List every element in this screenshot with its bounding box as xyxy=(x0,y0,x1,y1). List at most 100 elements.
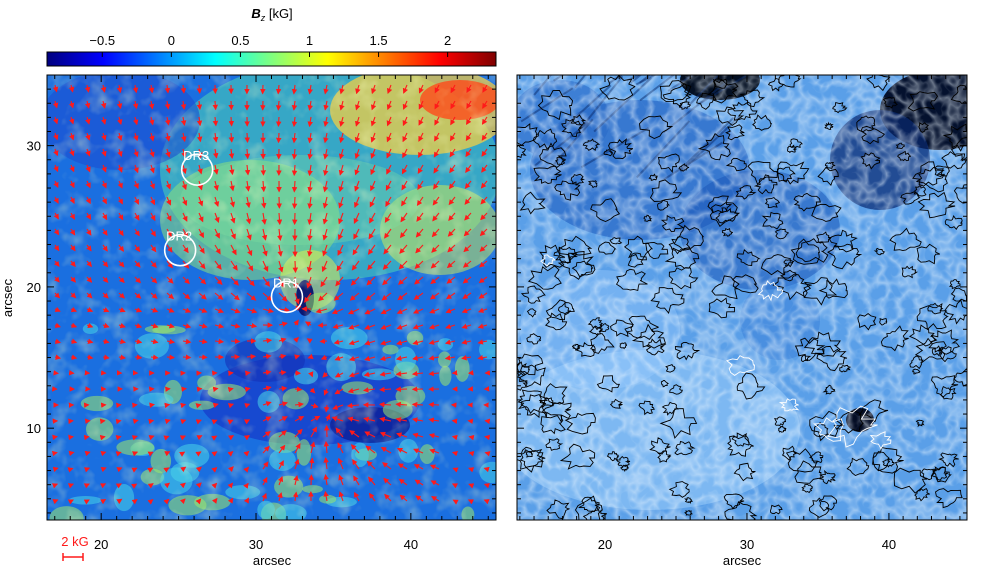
region-label-dr2: DR2 xyxy=(166,229,192,244)
contour-black xyxy=(596,375,620,393)
field-vector xyxy=(230,276,239,286)
field-vector xyxy=(370,164,376,176)
field-vector xyxy=(383,477,392,486)
region-label-dr3: DR3 xyxy=(183,148,209,163)
field-vector xyxy=(230,212,236,224)
field-vector xyxy=(349,292,360,301)
colorbar-label: Bz [kG] xyxy=(251,6,292,23)
field-vector xyxy=(180,100,187,110)
field-vector xyxy=(307,228,313,241)
field-vector xyxy=(364,308,376,315)
left-y-ticks: 10 20 30 xyxy=(27,74,496,514)
field-vector xyxy=(379,386,392,393)
field-vector xyxy=(116,100,123,110)
field-vector xyxy=(262,476,268,486)
field-vector xyxy=(354,116,361,127)
contour-black xyxy=(916,243,941,265)
field-vector xyxy=(164,482,171,489)
contour-black xyxy=(587,180,598,189)
field-vector xyxy=(214,307,225,314)
left-panel: DR3 DR2 DR1 20 30 40 10 20 30 arcsec arcsec 2 … xyxy=(0,74,497,568)
field-vector xyxy=(214,260,222,270)
contour-black xyxy=(931,345,944,357)
field-vector xyxy=(69,148,75,157)
colorbar: Bz [kG] −0.5 0 0.5 1 1.5 2 xyxy=(46,6,497,67)
field-vector xyxy=(386,132,392,143)
right-x-tick-label: 20 xyxy=(598,537,612,552)
field-vector xyxy=(149,180,155,190)
field-vector xyxy=(468,467,475,473)
field-vector xyxy=(166,338,175,345)
field-vector xyxy=(85,132,91,141)
field-vector xyxy=(277,228,283,241)
field-vector xyxy=(278,292,288,302)
contour-black xyxy=(790,238,820,265)
field-vector xyxy=(133,116,139,126)
field-vector xyxy=(278,430,287,438)
field-vector xyxy=(69,132,75,141)
field-vector xyxy=(380,340,392,346)
field-vector xyxy=(395,371,408,377)
field-vector xyxy=(369,212,376,224)
contour-black xyxy=(517,144,527,159)
field-vector xyxy=(228,116,235,127)
field-vector xyxy=(101,180,107,189)
field-vector xyxy=(182,338,192,345)
left-x-tick-label: 40 xyxy=(404,537,418,552)
field-vector xyxy=(134,260,141,268)
field-vector xyxy=(117,116,123,126)
field-vector xyxy=(179,498,186,505)
field-vector xyxy=(245,196,251,209)
contour-black xyxy=(860,125,886,145)
field-vector xyxy=(246,322,258,329)
right-x-tick-label: 40 xyxy=(882,537,896,552)
contour-black xyxy=(697,133,731,161)
field-vector xyxy=(464,212,472,221)
contour-black xyxy=(873,247,886,256)
field-vector xyxy=(246,276,255,287)
field-vector xyxy=(212,402,219,409)
contour-black xyxy=(599,75,636,101)
contour-black xyxy=(781,445,798,461)
contour-black xyxy=(711,275,740,300)
contour-black xyxy=(603,149,614,157)
field-vector xyxy=(180,84,187,94)
contour-black xyxy=(774,416,787,427)
field-vector xyxy=(291,164,298,177)
field-vector xyxy=(211,466,218,473)
contour-black xyxy=(543,383,568,405)
field-vector xyxy=(461,307,472,314)
contour-black xyxy=(631,323,666,349)
contour-black xyxy=(620,464,629,472)
field-vector xyxy=(433,148,440,158)
contour-black xyxy=(517,353,544,376)
field-vector xyxy=(118,322,126,329)
field-vector xyxy=(481,132,488,141)
field-vector xyxy=(386,164,392,175)
field-vector xyxy=(181,148,187,159)
field-vector xyxy=(367,260,376,271)
field-vector xyxy=(278,369,287,376)
field-vector xyxy=(70,306,78,312)
field-vector xyxy=(198,228,204,239)
contour-black xyxy=(723,493,745,510)
field-vector xyxy=(132,84,139,94)
field-vector xyxy=(396,324,408,330)
field-vector xyxy=(480,180,488,189)
contour-black xyxy=(839,364,852,373)
field-vector xyxy=(83,499,90,505)
contour-black xyxy=(948,279,961,290)
field-vector xyxy=(164,451,171,457)
contour-black xyxy=(857,313,877,331)
contour-black xyxy=(770,504,783,515)
contour-black xyxy=(546,499,570,520)
contour-black xyxy=(787,144,797,154)
contour-black xyxy=(559,443,596,470)
field-vector xyxy=(149,164,155,174)
contour-black xyxy=(709,202,741,227)
field-vector xyxy=(397,276,408,285)
field-vector xyxy=(412,355,424,361)
field-vector xyxy=(212,100,219,111)
contour-black xyxy=(772,273,812,301)
field-vector xyxy=(150,307,159,313)
